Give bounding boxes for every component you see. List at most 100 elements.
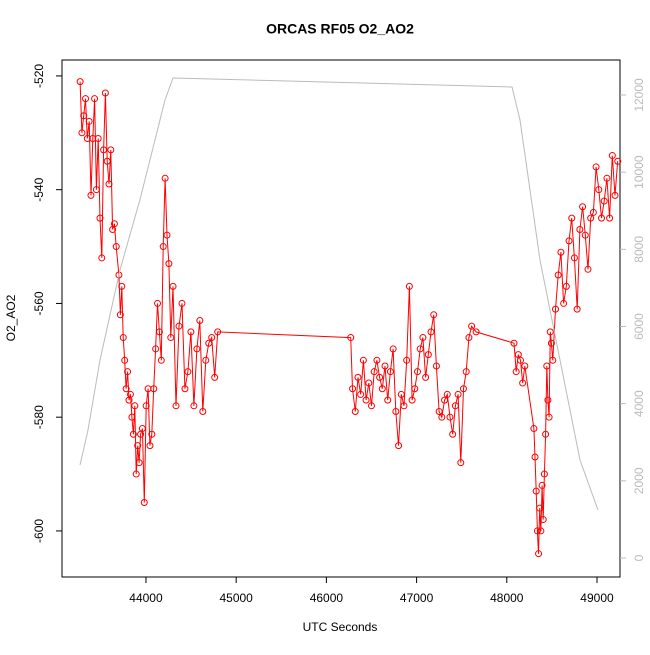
data-point	[381, 362, 389, 370]
data-point	[536, 504, 544, 512]
x-tick-label: 49000	[580, 591, 614, 605]
data-point	[148, 430, 156, 438]
data-point	[110, 220, 118, 228]
data-point	[416, 345, 424, 353]
series-line	[79, 81, 619, 554]
data-point	[403, 356, 411, 364]
data-point	[172, 402, 180, 410]
data-point	[392, 407, 400, 415]
data-point	[549, 356, 557, 364]
data-point	[542, 430, 550, 438]
x-tick-label: 46000	[310, 591, 344, 605]
y2-tick-label: 10000	[632, 155, 646, 189]
data-point	[512, 368, 520, 376]
data-point	[154, 299, 162, 307]
data-point	[118, 282, 126, 290]
data-point	[122, 385, 130, 393]
data-point	[128, 413, 136, 421]
data-point	[545, 413, 553, 421]
data-point	[146, 442, 154, 450]
data-point	[83, 134, 91, 142]
data-point	[116, 311, 124, 319]
data-point	[140, 498, 148, 506]
data-point	[103, 157, 111, 165]
data-point	[432, 362, 440, 370]
data-point	[78, 129, 86, 137]
x-tick-label: 47000	[400, 591, 434, 605]
data-point	[115, 271, 123, 279]
data-point	[533, 527, 541, 535]
data-point	[405, 282, 413, 290]
data-point	[163, 231, 171, 239]
data-point	[349, 385, 357, 393]
y-tick-label: -540	[32, 177, 46, 201]
series-line	[79, 77, 599, 511]
data-point	[595, 186, 603, 194]
data-point	[530, 425, 538, 433]
data-point	[587, 214, 595, 222]
data-point	[386, 368, 394, 376]
data-point	[400, 402, 408, 410]
data-point	[411, 385, 419, 393]
data-point	[214, 328, 222, 336]
data-point	[100, 146, 108, 154]
y2-tick-label: 8000	[632, 236, 646, 263]
data-point	[573, 305, 581, 313]
data-point	[165, 260, 173, 268]
data-point	[351, 407, 359, 415]
data-point	[427, 328, 435, 336]
data-point	[150, 385, 158, 393]
data-point	[589, 208, 597, 216]
data-point	[413, 368, 421, 376]
data-point	[347, 334, 355, 342]
data-point	[157, 356, 165, 364]
data-point	[161, 174, 169, 182]
data-point	[167, 334, 175, 342]
plot-frame	[61, 59, 621, 578]
data-point	[603, 174, 611, 182]
data-point	[441, 396, 449, 404]
data-point	[510, 339, 518, 347]
data-point	[422, 373, 430, 381]
data-point	[546, 328, 554, 336]
y-axis-label: O2_AO2	[4, 294, 18, 341]
data-point	[124, 368, 132, 376]
data-point	[554, 271, 562, 279]
data-point	[142, 402, 150, 410]
data-point	[119, 334, 127, 342]
data-point	[462, 368, 470, 376]
data-point	[611, 191, 619, 199]
data-point	[89, 134, 97, 142]
data-point	[521, 362, 529, 370]
y2-tick-label: 6000	[632, 313, 646, 340]
y2-tick-label: 4000	[632, 390, 646, 417]
data-point	[408, 396, 416, 404]
data-point	[435, 407, 443, 415]
data-point	[544, 396, 552, 404]
data-point	[193, 345, 201, 353]
data-point	[592, 163, 600, 171]
data-point	[540, 470, 548, 478]
data-point	[600, 197, 608, 205]
data-point	[76, 78, 84, 86]
data-point	[370, 368, 378, 376]
data-point	[598, 214, 606, 222]
data-point	[532, 487, 540, 495]
data-point	[129, 430, 137, 438]
data-point	[135, 459, 143, 467]
data-point	[576, 225, 584, 233]
y-tick-label: -520	[32, 64, 46, 88]
data-point	[190, 402, 198, 410]
data-point	[430, 311, 438, 319]
data-point	[472, 328, 480, 336]
data-point	[438, 413, 446, 421]
data-point	[132, 470, 140, 478]
data-point	[138, 425, 146, 433]
data-point	[454, 390, 462, 398]
data-point	[397, 390, 405, 398]
data-point	[105, 180, 113, 188]
data-point	[208, 334, 216, 342]
data-point	[82, 95, 90, 103]
data-point	[614, 157, 622, 165]
data-point	[449, 430, 457, 438]
